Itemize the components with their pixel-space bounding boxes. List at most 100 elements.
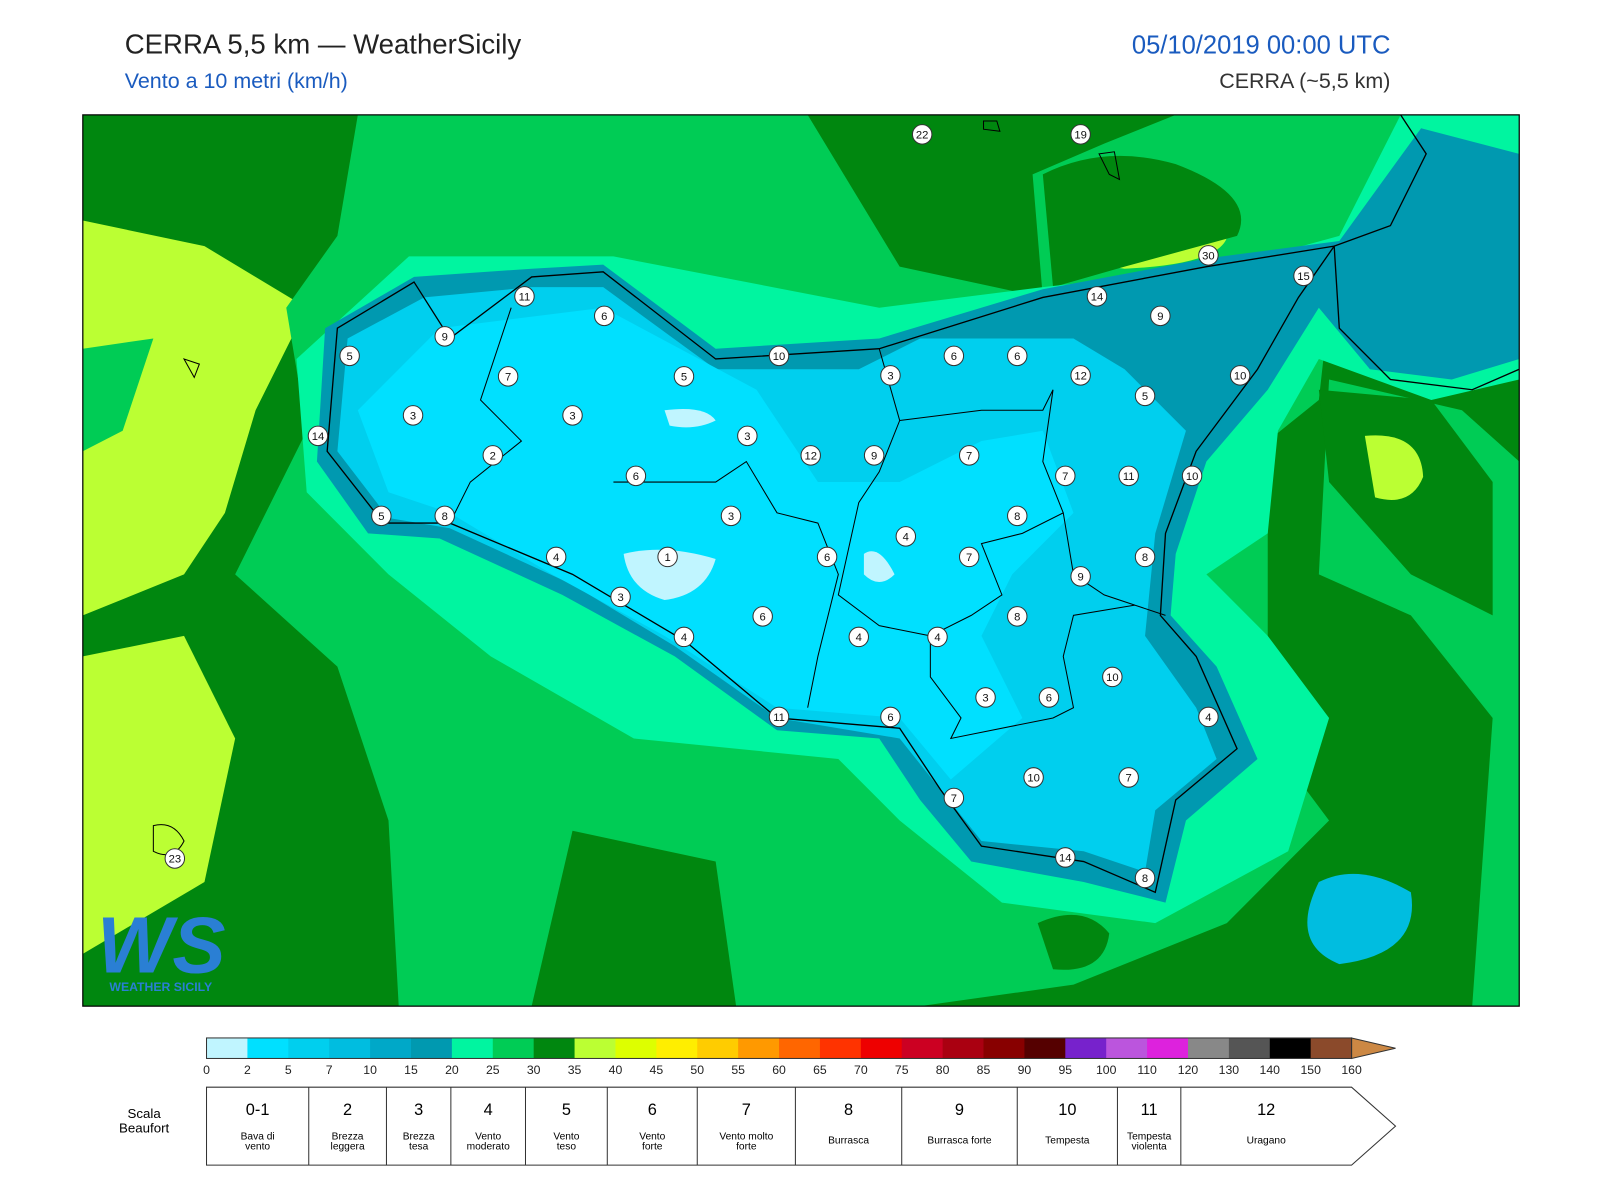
beaufort-force: 7 <box>742 1101 751 1119</box>
model: CERRA (~5,5 km) <box>1219 69 1390 93</box>
station-value: 11 <box>519 291 531 303</box>
beaufort-name: Tempesta <box>1045 1136 1090 1147</box>
station-value: 4 <box>1205 712 1211 724</box>
colorbar-tick-label: 45 <box>650 1063 664 1077</box>
station-marker <box>371 505 392 527</box>
colorbar-tick-label: 60 <box>772 1063 786 1077</box>
station-marker <box>610 586 631 608</box>
station-marker <box>657 546 678 568</box>
beaufort-force: 6 <box>648 1101 657 1119</box>
colorbar-segment <box>615 1037 657 1059</box>
station-value: 14 <box>312 431 324 443</box>
beaufort-force: 8 <box>844 1101 853 1119</box>
station-value: 6 <box>824 552 830 564</box>
station-value: 6 <box>1046 693 1052 705</box>
beaufort-name: Brezza tesa <box>403 1131 435 1152</box>
station-value: 5 <box>378 511 384 523</box>
station-marker <box>880 365 901 386</box>
colorbar-segment <box>492 1037 535 1059</box>
station-marker <box>1134 385 1156 407</box>
station-marker <box>1007 606 1028 627</box>
colorbar-segment <box>410 1037 453 1059</box>
colorbar-tick-label: 25 <box>486 1063 500 1077</box>
station-marker <box>307 425 329 447</box>
station-marker <box>164 848 186 869</box>
station-value: 6 <box>760 611 766 623</box>
colorbar-segment <box>370 1037 412 1059</box>
station-value: 9 <box>1157 311 1163 323</box>
colorbar-tick-label: 70 <box>854 1063 868 1077</box>
station-marker <box>1038 687 1060 708</box>
station-marker <box>752 606 773 627</box>
station-value: 5 <box>347 351 353 363</box>
station-value: 7 <box>1126 773 1132 785</box>
colorbar-segment <box>1310 1037 1353 1059</box>
colorbar-tick-label: 35 <box>568 1063 582 1077</box>
station-marker <box>1198 706 1219 728</box>
station-value: 10 <box>1106 672 1118 684</box>
colorbar-tick-label: 2 <box>244 1063 251 1077</box>
station-marker <box>1070 365 1091 386</box>
station-value: 10 <box>773 351 785 363</box>
colorbar-tick-label: 140 <box>1260 1063 1281 1077</box>
station-value: 14 <box>1059 853 1071 865</box>
station-marker <box>1070 566 1091 587</box>
station-value: 4 <box>553 552 559 564</box>
station-value: 14 <box>1091 291 1103 303</box>
station-value: 3 <box>728 511 734 523</box>
station-value: 7 <box>505 371 511 383</box>
station-value: 6 <box>601 311 607 323</box>
station-value: 3 <box>982 693 988 705</box>
station-marker <box>927 626 948 648</box>
beaufort-force: 9 <box>955 1101 964 1119</box>
colorbar-segment <box>1065 1037 1107 1059</box>
colorbar-tick-label: 150 <box>1300 1063 1321 1077</box>
station-value: 6 <box>633 471 639 483</box>
station-value: 22 <box>916 129 928 141</box>
colorbar-segment <box>738 1037 780 1059</box>
station-marker <box>1055 847 1076 868</box>
station-value: 3 <box>744 431 750 443</box>
station-marker <box>673 626 695 648</box>
colorbar-tick-label: 5 <box>285 1063 292 1077</box>
subtitle: Vento a 10 metri (km/h) <box>125 69 348 93</box>
beaufort-name: Tempesta violenta <box>1127 1131 1172 1152</box>
station-marker <box>975 687 996 708</box>
colorbar-arrow <box>1351 1037 1396 1060</box>
station-value: 8 <box>1014 511 1020 523</box>
logo-mark: WS <box>97 900 225 989</box>
colorbar-tick-label: 160 <box>1341 1063 1362 1077</box>
station-value: 6 <box>887 712 893 724</box>
station-value: 1 <box>664 552 670 564</box>
station-marker <box>514 286 535 307</box>
station-marker <box>848 626 870 648</box>
beaufort-name: Uragano <box>1247 1136 1287 1147</box>
beaufort-frame <box>206 1086 1397 1166</box>
station-marker <box>737 425 758 447</box>
colorbar-segment <box>942 1037 985 1059</box>
station-value: 19 <box>1074 129 1086 141</box>
station-marker <box>895 526 917 547</box>
station-marker <box>1150 305 1171 327</box>
colorbar-segment <box>533 1037 576 1059</box>
colorbar-tick-label: 85 <box>977 1063 991 1077</box>
colorbar-segment <box>901 1037 944 1059</box>
station-marker <box>943 787 965 809</box>
station-marker <box>562 405 583 426</box>
logo: WS WEATHER SICILY <box>97 900 225 994</box>
station-marker <box>1007 345 1028 367</box>
colorbar-segment <box>1269 1037 1312 1059</box>
station-value: 2 <box>490 450 496 462</box>
beaufort-name: Burrasca forte <box>927 1136 991 1147</box>
station-marker <box>497 366 519 387</box>
colorbar-segment <box>860 1037 903 1059</box>
station-value: 12 <box>1074 370 1086 382</box>
station-marker <box>1055 465 1076 487</box>
station-marker <box>1198 245 1219 266</box>
map <box>82 114 1520 1007</box>
beaufort-name: Vento molto forte <box>719 1131 773 1152</box>
station-value: 4 <box>681 632 687 644</box>
beaufort-force: 2 <box>343 1101 352 1119</box>
colorbar-tick-label: 80 <box>936 1063 950 1077</box>
station-marker <box>768 345 790 367</box>
